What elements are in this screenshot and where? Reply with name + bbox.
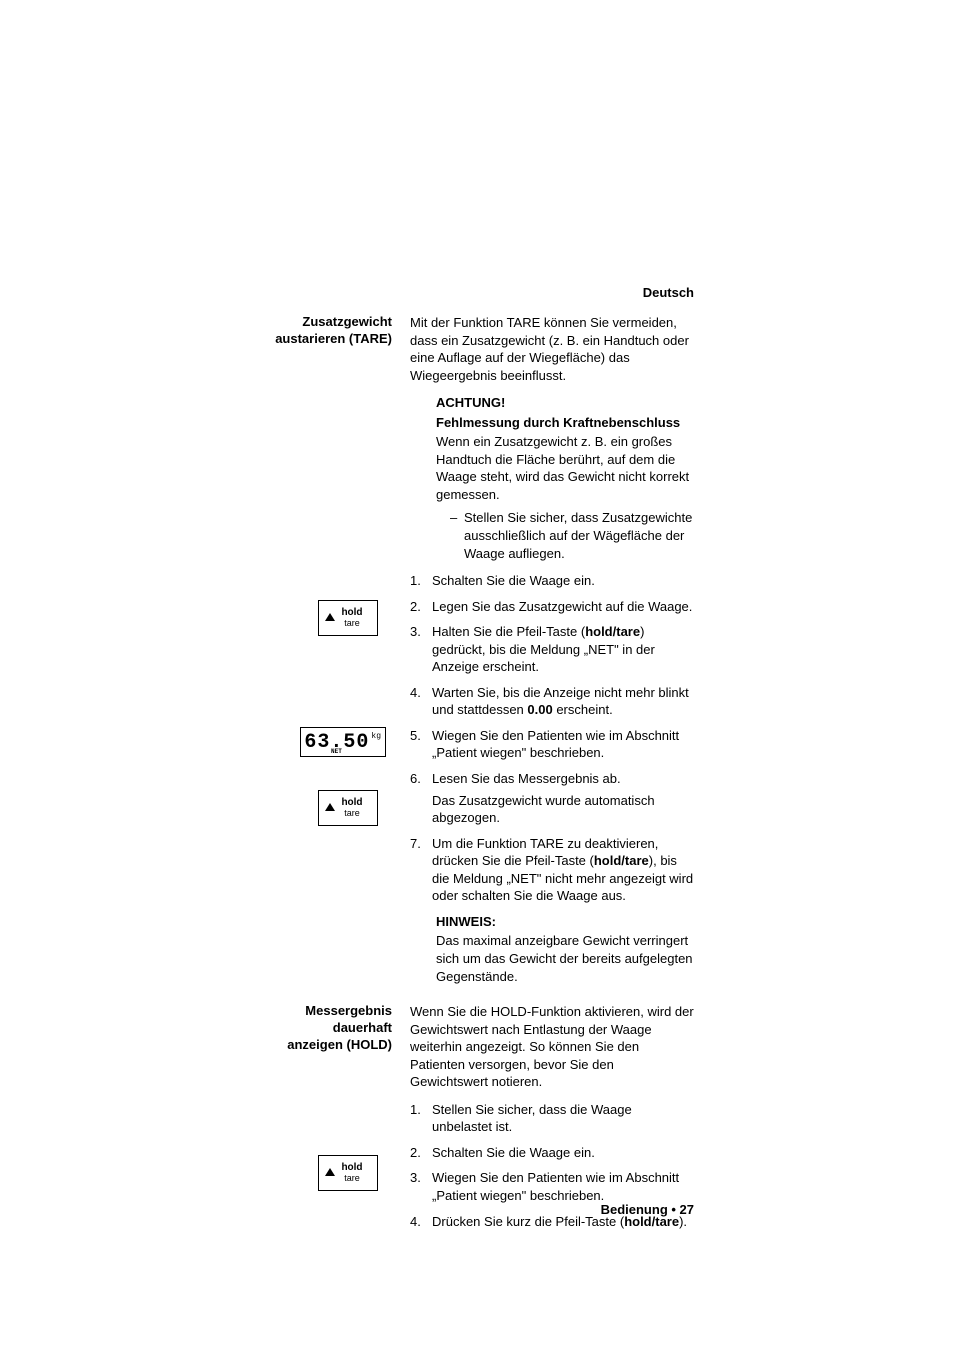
note-block: HINWEIS: Das maximal anzeigbare Gewicht … (436, 913, 694, 985)
arrow-up-icon (325, 613, 335, 621)
step-number: 2. (410, 1144, 432, 1162)
hold-label: hold (341, 608, 362, 618)
step-number: 3. (410, 623, 432, 676)
dash-bullet: – (450, 509, 464, 562)
step-text: Halten Sie die Pfeil-Taste (hold/tare) g… (432, 623, 694, 676)
step-text: Schalten Sie die Waage ein. (432, 1144, 694, 1162)
steps-list: 1. Schalten Sie die Waage ein. 2. Legen … (410, 572, 694, 905)
step-text: Um die Funktion TARE zu deaktivieren, dr… (432, 835, 694, 905)
step-number: 2. (410, 598, 432, 616)
step-number: 7. (410, 835, 432, 905)
section-hold-heading: Messergebnis dauerhaft anzeigen (HOLD) (270, 1003, 410, 1054)
step-item: 4. Warten Sie, bis die Anzeige nicht meh… (410, 684, 694, 719)
attention-block: ACHTUNG! Fehlmessung durch Kraftnebensch… (436, 394, 694, 562)
step-number: 4. (410, 684, 432, 719)
step-text: Schalten Sie die Waage ein. (432, 572, 694, 590)
step-item: 5. Wiegen Sie den Patienten wie im Absch… (410, 727, 694, 762)
step-item: 6. Lesen Sie das Messergebnis ab. Das Zu… (410, 770, 694, 827)
attention-list: – Stellen Sie sicher, dass Zusatzgewicht… (436, 509, 694, 562)
hold-tare-button-icon: hold tare (318, 790, 378, 826)
heading-text: anzeigen (HOLD) (287, 1037, 392, 1052)
arrow-up-icon (325, 803, 335, 811)
step-number: 5. (410, 727, 432, 762)
step-text-part: Drücken Sie kurz die Pfeil-Taste ( (432, 1214, 624, 1229)
section-tare: Zusatzgewicht austarieren (TARE) Mit der… (270, 314, 694, 985)
heading-text: dauerhaft (333, 1020, 392, 1035)
page-footer: Bedienung • 27 (601, 1202, 694, 1217)
step-text: Warten Sie, bis die Anzeige nicht mehr b… (432, 684, 694, 719)
step-text: Legen Sie das Zusatzgewicht auf die Waag… (432, 598, 694, 616)
attention-subheading: Fehlmessung durch Kraftnebenschluss (436, 414, 694, 432)
page: Deutsch Zusatzgewicht austarieren (TARE)… (0, 0, 954, 1347)
hold-label: hold (341, 798, 362, 808)
section-tare-body: Mit der Funktion TARE können Sie vermeid… (410, 314, 694, 985)
step-item: 1. Schalten Sie die Waage ein. (410, 572, 694, 590)
step-text-bold: hold/tare (594, 853, 649, 868)
step-text: Wiegen Sie den Patienten wie im Abschnit… (432, 727, 694, 762)
attention-body: Wenn ein Zusatzgewicht z. B. ein großes … (436, 433, 694, 503)
note-heading: HINWEIS: (436, 913, 694, 931)
step-item: 2. Schalten Sie die Waage ein. (410, 1144, 694, 1162)
step-text-bold: 0.00 (527, 702, 552, 717)
language-label: Deutsch (643, 285, 694, 300)
step-item: 2. Legen Sie das Zusatzgewicht auf die W… (410, 598, 694, 616)
attention-list-item: – Stellen Sie sicher, dass Zusatzgewicht… (450, 509, 694, 562)
step-text: Wiegen Sie den Patienten wie im Abschnit… (432, 1169, 694, 1204)
step-text-line: Das Zusatzgewicht wurde automatisch abge… (432, 792, 694, 827)
step-number: 1. (410, 572, 432, 590)
step-text-line: Lesen Sie das Messergebnis ab. (432, 770, 694, 788)
tare-label: tare (344, 619, 360, 628)
note-body: Das maximal anzeigbare Gewicht verringer… (436, 932, 694, 985)
button-graphic: hold tare (318, 1155, 378, 1191)
arrow-up-icon (325, 1168, 335, 1176)
intro-paragraph: Wenn Sie die HOLD-Funktion aktivieren, w… (410, 1003, 694, 1091)
heading-text: Zusatzgewicht (302, 314, 392, 329)
step-text-part: Halten Sie die Pfeil-Taste ( (432, 624, 585, 639)
heading-text: austarieren (TARE) (275, 331, 392, 346)
tare-label: tare (344, 1174, 360, 1183)
tare-label: tare (344, 809, 360, 818)
button-graphic: hold tare (318, 600, 378, 636)
step-text-part: erscheint. (553, 702, 613, 717)
hold-tare-button-icon: hold tare (318, 1155, 378, 1191)
step-number: 3. (410, 1169, 432, 1204)
lcd-net-label: NET (331, 748, 342, 755)
attention-heading: ACHTUNG! (436, 394, 694, 412)
step-item: 7. Um die Funktion TARE zu deaktivieren,… (410, 835, 694, 905)
step-item: 1. Stellen Sie sicher, dass die Waage un… (410, 1101, 694, 1136)
step-number: 6. (410, 770, 432, 827)
step-number: 1. (410, 1101, 432, 1136)
step-item: 3. Wiegen Sie den Patienten wie im Absch… (410, 1169, 694, 1204)
hold-tare-button-icon: hold tare (318, 600, 378, 636)
section-tare-heading: Zusatzgewicht austarieren (TARE) (270, 314, 410, 348)
intro-paragraph: Mit der Funktion TARE können Sie vermeid… (410, 314, 694, 384)
step-text-bold: hold/tare (585, 624, 640, 639)
step-number: 4. (410, 1213, 432, 1231)
heading-text: Messergebnis (305, 1003, 392, 1018)
lcd-display-icon: 63.50 kg NET (300, 727, 386, 757)
step-text: Stellen Sie sicher, dass die Waage unbel… (432, 1101, 694, 1136)
button-graphic: hold tare (318, 790, 378, 826)
step-text: Lesen Sie das Messergebnis ab. Das Zusat… (432, 770, 694, 827)
lcd-unit: kg (371, 732, 381, 741)
step-item: 3. Halten Sie die Pfeil-Taste (hold/tare… (410, 623, 694, 676)
lcd-graphic: 63.50 kg NET (300, 727, 386, 757)
attention-list-text: Stellen Sie sicher, dass Zusatzgewichte … (464, 509, 694, 562)
hold-label: hold (341, 1163, 362, 1173)
